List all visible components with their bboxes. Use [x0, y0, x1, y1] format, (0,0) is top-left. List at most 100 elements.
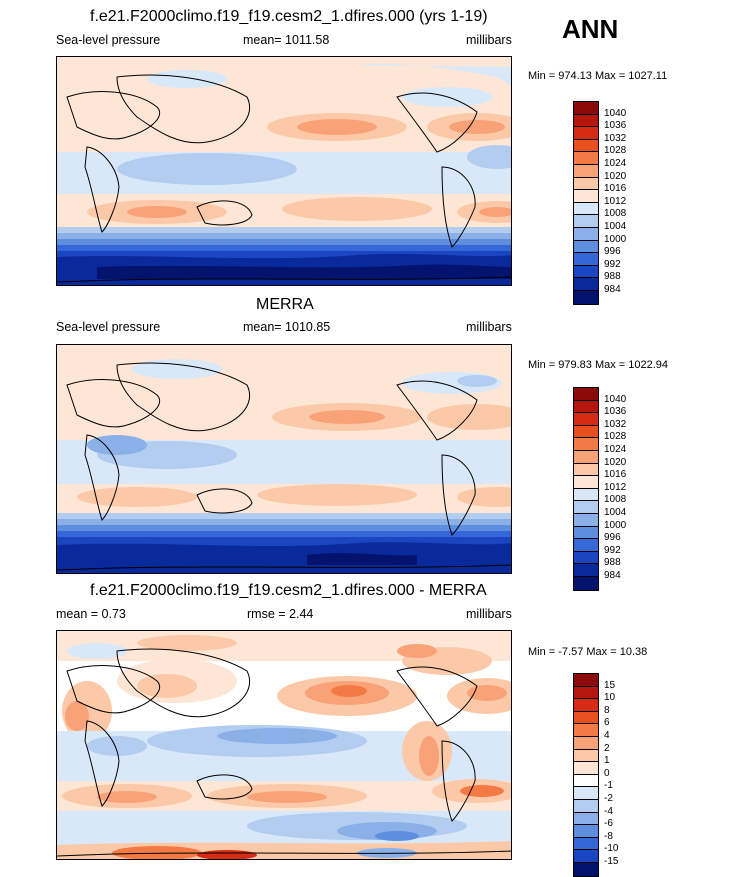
- panel-3-mean-label: mean = 0.73: [56, 607, 126, 621]
- colorbar-cell: [574, 463, 598, 477]
- colorbar-tick-label: 8: [604, 704, 610, 716]
- colorbar-cell: [574, 253, 598, 266]
- panel-1-minmax: Min = 974.13 Max = 1027.11: [528, 70, 668, 82]
- panel-2-title: MERRA: [256, 296, 314, 313]
- colorbar-cell: [574, 749, 598, 763]
- colorbar-cell: [574, 227, 598, 241]
- colorbar-tick-label: 984: [604, 570, 621, 581]
- colorbar-tick-label: 992: [604, 258, 621, 270]
- colorbar-cell: [574, 724, 598, 737]
- panel-1-mean-label: mean= 1011.58: [243, 33, 330, 47]
- colorbar-tick-label: 2: [604, 742, 610, 754]
- colorbar-tick-label: 0: [604, 767, 610, 779]
- colorbar-cell: [574, 825, 598, 838]
- colorbar-cell: [574, 102, 598, 115]
- colorbar-cell: [574, 265, 598, 279]
- colorbar-cell: [574, 850, 598, 863]
- panel-1-title: f.e21.F2000climo.f19_f19.cesm2_1.dfires.…: [90, 8, 488, 25]
- colorbar-tick-label: 10: [604, 692, 616, 704]
- colorbar-cell: [574, 450, 598, 464]
- colorbar-tick-label: -15: [604, 856, 619, 867]
- colorbar-cell: [574, 686, 598, 700]
- colorbar-cell: [574, 501, 598, 514]
- colorbar-cell: [574, 413, 598, 426]
- colorbar-tick-label: 988: [604, 271, 621, 283]
- colorbar-cell: [574, 488, 598, 502]
- colorbar-tick-label: 1024: [604, 158, 627, 169]
- colorbar-cell: [574, 799, 598, 813]
- colorbar-cell: [574, 164, 598, 178]
- colorbar-cell: [574, 762, 598, 775]
- colorbar-cell: [574, 240, 598, 254]
- colorbar-cell: [574, 114, 598, 128]
- colorbar-tick-label: 1012: [604, 481, 627, 493]
- colorbar-tick-label: 1036: [604, 406, 627, 418]
- colorbar-tick-label: 984: [604, 284, 621, 295]
- colorbar-cell: [574, 837, 598, 851]
- colorbar-tick-label: 1032: [604, 418, 627, 430]
- colorbar-cell: [574, 438, 598, 451]
- colorbar-tick-label: 996: [604, 246, 621, 258]
- colorbar-cell: [574, 127, 598, 140]
- colorbar-tick-label: -1: [604, 780, 613, 792]
- colorbar-tick-label: 1028: [604, 145, 627, 157]
- colorbar-tick-label: 992: [604, 544, 621, 556]
- colorbar-tick-label: 1032: [604, 132, 627, 144]
- panel-1-map: [56, 56, 512, 286]
- colorbar-cell: [574, 774, 598, 788]
- panel-3-minmax: Min = -7.57 Max = 10.38: [528, 646, 648, 658]
- colorbar-cell: [574, 177, 598, 191]
- colorbar-cell: [574, 674, 598, 687]
- colorbar-cell: [574, 476, 598, 489]
- colorbar-cell: [574, 400, 598, 414]
- colorbar-tick-label: 1004: [604, 221, 627, 232]
- colorbar-tick-label: -10: [604, 843, 619, 855]
- panel-2-map-graphic: [57, 345, 511, 573]
- colorbar-tick-label: 1016: [604, 183, 627, 195]
- colorbar-tick-label: 1040: [604, 393, 627, 405]
- colorbar-tick-label: 996: [604, 532, 621, 544]
- colorbar-cell: [574, 526, 598, 540]
- panel-3-units-label: millibars: [466, 607, 512, 621]
- panel-2-mean-label: mean= 1010.85: [243, 320, 331, 334]
- colorbar-cell: [574, 278, 598, 291]
- panel-2-units-label: millibars: [466, 320, 512, 334]
- colorbar-tick-label: 1: [604, 755, 610, 767]
- colorbar-cell: [574, 190, 598, 203]
- colorbar-tick-label: 1040: [604, 107, 627, 119]
- colorbar-tick-label: 4: [604, 730, 610, 741]
- colorbar-cell: [574, 290, 598, 304]
- colorbar-cell: [574, 812, 598, 826]
- panel-1-colorbar: [573, 101, 599, 305]
- colorbar-cell: [574, 539, 598, 552]
- colorbar-tick-label: 988: [604, 557, 621, 569]
- colorbar-tick-label: -8: [604, 830, 613, 842]
- colorbar-cell: [574, 711, 598, 725]
- panel-3-map: [56, 630, 512, 860]
- colorbar-tick-label: 1016: [604, 469, 627, 481]
- colorbar-tick-label: 1000: [604, 519, 627, 531]
- colorbar-tick-label: 1004: [604, 507, 627, 518]
- colorbar-cell: [574, 215, 598, 228]
- colorbar-tick-label: 1020: [604, 170, 627, 182]
- colorbar-cell: [574, 787, 598, 800]
- colorbar-tick-label: 1008: [604, 494, 627, 506]
- colorbar-tick-label: 1020: [604, 456, 627, 468]
- colorbar-cell: [574, 152, 598, 165]
- colorbar-cell: [574, 513, 598, 527]
- panel-3-title: f.e21.F2000climo.f19_f19.cesm2_1.dfires.…: [90, 582, 487, 599]
- colorbar-tick-label: 1024: [604, 444, 627, 455]
- colorbar-tick-label: 6: [604, 717, 610, 729]
- colorbar-cell: [574, 202, 598, 216]
- panel-1-map-graphic: [57, 57, 511, 285]
- colorbar-cell: [574, 699, 598, 712]
- colorbar-tick-label: 15: [604, 679, 616, 691]
- panel-2-colorbar: [573, 387, 599, 591]
- colorbar-cell: [574, 551, 598, 565]
- panel-2-variable-label: Sea-level pressure: [56, 320, 161, 334]
- colorbar-cell: [574, 139, 598, 153]
- panel-3-map-graphic: [57, 631, 511, 859]
- colorbar-tick-label: 1036: [604, 120, 627, 132]
- panel-3-rmse-label: rmse = 2.44: [247, 607, 314, 621]
- colorbar-cell: [574, 736, 598, 750]
